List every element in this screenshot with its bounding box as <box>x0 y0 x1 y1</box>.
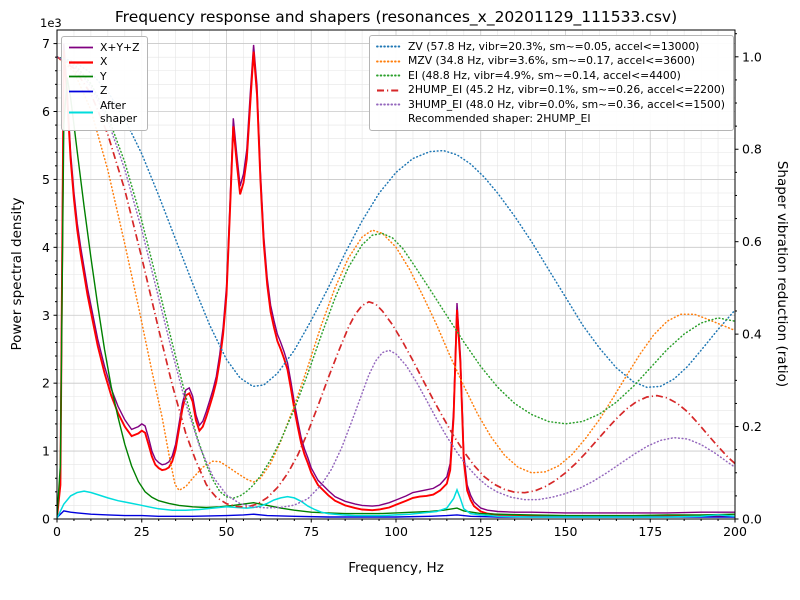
series-zv <box>57 56 735 389</box>
right-tick-label: 0.8 <box>742 142 762 157</box>
left-axis-offset-label: 1e3 <box>40 16 62 30</box>
legend-line-sample <box>377 89 402 92</box>
ticks <box>53 33 739 523</box>
legend-line-sample <box>376 103 402 106</box>
right-tick-label: 0.2 <box>742 419 762 434</box>
right-y-axis-label: Shaper vibration reduction (ratio) <box>774 160 790 388</box>
legend-label: X+Y+Z <box>100 41 140 54</box>
left-tick-label: 7 <box>42 36 50 51</box>
legend-label: 2HUMP_EI (45.2 Hz, vibr=0.1%, sm~=0.26, … <box>408 83 725 97</box>
legend-label: EI (48.8 Hz, vibr=4.9%, sm~=0.14, accel<… <box>408 68 681 82</box>
left-tick-label: 2 <box>42 376 50 391</box>
legend-line-sample <box>69 61 93 64</box>
left-tick-label: 5 <box>42 172 50 187</box>
left-y-axis-label: Power spectral density <box>9 197 25 351</box>
series-z <box>57 510 735 519</box>
legend-item-z: Z <box>68 84 139 97</box>
x-axis-label: Frequency, Hz <box>348 560 444 576</box>
x-tick-label: 125 <box>469 524 493 539</box>
series-after-shaper <box>57 487 735 519</box>
legend-label: ZV (57.8 Hz, vibr=20.3%, sm~=0.05, accel… <box>408 40 700 53</box>
legend-label: After shaper <box>100 98 138 126</box>
right-tick-label: 0.4 <box>742 327 762 342</box>
x-tick-label: 175 <box>638 524 662 539</box>
legend-line-sample <box>69 90 93 93</box>
x-tick-label: 0 <box>53 524 61 539</box>
legend-label: X <box>100 55 108 69</box>
legend-item-3hump-ei: 3HUMP_EI (48.0 Hz, vibr=0.0%, sm~=0.36, … <box>376 98 725 111</box>
left-tick-label: 3 <box>42 308 50 323</box>
recommended-shaper-note: Recommended shaper: 2HUMP_EI <box>408 112 591 126</box>
series-3hump-ei <box>57 56 735 509</box>
legend-line-sample <box>69 111 93 114</box>
legend-label: Y <box>100 69 107 83</box>
x-tick-label: 150 <box>554 524 578 539</box>
legend-item-mzv: MZV (34.8 Hz, vibr=3.6%, sm~=0.17, accel… <box>376 54 725 67</box>
series-mzv <box>57 56 735 492</box>
x-tick-label: 25 <box>134 524 150 539</box>
left-tick-label: 4 <box>42 240 50 255</box>
x-tick-label: 75 <box>303 524 319 539</box>
left-tick-label: 6 <box>42 104 50 119</box>
chart-title: Frequency response and shapers (resonanc… <box>114 8 678 26</box>
shaper-legend: ZV (57.8 Hz, vibr=20.3%, sm~=0.05, accel… <box>369 35 734 131</box>
legend-item-y: Y <box>68 70 139 83</box>
left-tick-label: 1 <box>42 444 50 459</box>
legend-line-sample <box>376 60 402 63</box>
legend-line-sample <box>376 74 402 77</box>
right-tick-label: 0.6 <box>742 234 762 249</box>
left-tick-label: 0 <box>42 512 50 527</box>
legend-line-sample <box>376 45 402 48</box>
legend-item-x-y-z: X+Y+Z <box>68 41 139 54</box>
legend-label: Z <box>100 84 108 98</box>
x-tick-label: 200 <box>723 524 747 539</box>
legend-item-2hump-ei: 2HUMP_EI (45.2 Hz, vibr=0.1%, sm~=0.26, … <box>376 83 725 96</box>
legend-item-ei: EI (48.8 Hz, vibr=4.9%, sm~=0.14, accel<… <box>376 69 725 82</box>
legend-label: 3HUMP_EI (48.0 Hz, vibr=0.0%, sm~=0.36, … <box>408 97 725 111</box>
x-tick-label: 100 <box>384 524 408 539</box>
series-2hump-ei <box>57 56 735 508</box>
legend-item-after-shaper: After shaper <box>68 99 139 126</box>
legend-line-sample <box>69 46 93 49</box>
legend-label: MZV (34.8 Hz, vibr=3.6%, sm~=0.17, accel… <box>408 54 695 68</box>
legend-line-sample <box>69 75 93 78</box>
series-ei <box>57 56 735 499</box>
legend-item-x: X <box>68 55 139 68</box>
x-tick-label: 50 <box>219 524 235 539</box>
psd-legend: X+Y+Z X Y Z After shaper <box>61 36 149 131</box>
right-tick-label: 0.0 <box>742 512 762 527</box>
legend-item-zv: ZV (57.8 Hz, vibr=20.3%, sm~=0.05, accel… <box>376 40 725 53</box>
series-group <box>57 43 735 519</box>
tick-labels: 0 25 50 75 100 125 150 175 200 0 1 2 3 4 5 6 7 0.0 0.2 0.4 0… <box>42 36 762 539</box>
right-tick-label: 1.0 <box>742 49 762 64</box>
